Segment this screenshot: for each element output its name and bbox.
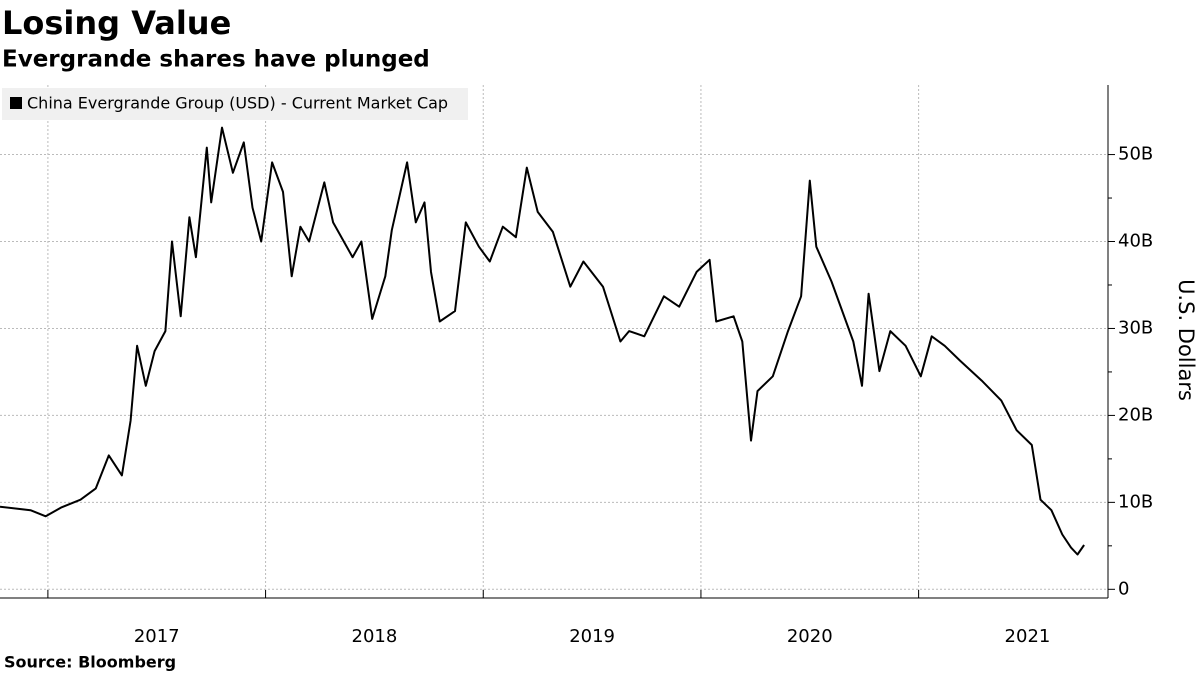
chart-subtitle: Evergrande shares have plunged	[2, 47, 430, 73]
y-tick-label: 20B	[1118, 404, 1153, 425]
y-tick-label: 10B	[1118, 491, 1153, 512]
legend-swatch	[10, 97, 22, 109]
y-tick-label: 0	[1118, 578, 1129, 599]
y-axis-label: U.S. Dollars	[1174, 279, 1198, 401]
chart-title: Losing Value	[2, 4, 231, 42]
source: Source: Bloomberg	[4, 653, 176, 672]
x-tick-label: 2021	[1005, 626, 1051, 647]
x-tick-label: 2017	[134, 626, 180, 647]
y-tick-label: 50B	[1118, 144, 1153, 165]
x-tick-label: 2018	[352, 626, 398, 647]
legend-box	[2, 88, 468, 120]
y-tick-label: 40B	[1118, 231, 1153, 252]
x-tick-label: 2020	[787, 626, 833, 647]
legend-label: China Evergrande Group (USD) - Current M…	[27, 94, 448, 113]
x-tick-label: 2019	[569, 626, 615, 647]
series-line	[0, 126, 1085, 556]
y-tick-label: 30B	[1118, 317, 1153, 338]
